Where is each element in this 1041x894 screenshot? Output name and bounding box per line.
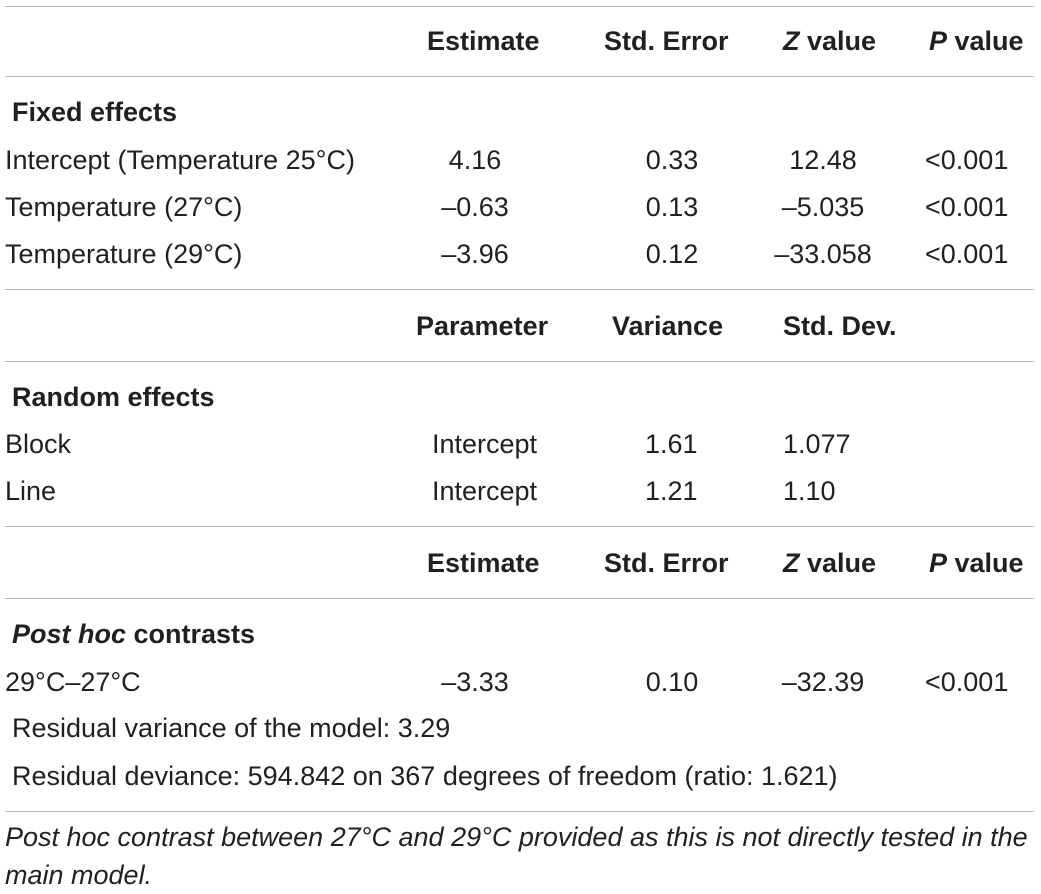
col-header-parameter: Parameter: [416, 311, 549, 341]
fixed-row-1-se: 0.13: [645, 192, 699, 222]
fixed-row-0-label: Intercept (Temperature 25°C): [5, 145, 355, 175]
fixed-row-2-z: –33.058: [774, 239, 872, 269]
fixed-row-0-p: <0.001: [925, 145, 1009, 175]
col-header-variance: Variance: [612, 311, 724, 341]
fixed-row-0-se: 0.33: [645, 145, 699, 175]
posthoc-row-0-label: 29°C–27°C: [5, 667, 141, 697]
col-header-z-value-2: Z value: [783, 547, 876, 579]
rule-bottom: [5, 811, 1034, 812]
fixed-row-1-z: –5.035: [781, 192, 865, 222]
p-italic-2: P: [929, 548, 948, 578]
p-rest: value: [947, 26, 1024, 56]
residual-variance: Residual variance of the model: 3.29: [12, 713, 451, 743]
fixed-row-2-estimate: –3.96: [441, 239, 509, 269]
z-rest: value: [799, 26, 877, 56]
residual-deviance: Residual deviance: 594.842 on 367 degree…: [12, 761, 838, 791]
post-hoc-italic: Post hoc: [12, 619, 127, 649]
random-row-0-parameter: Intercept: [432, 429, 538, 459]
random-row-0-variance: 1.61: [645, 429, 698, 459]
random-row-0-std-dev: 1.077: [783, 429, 851, 459]
rule-random-end: [5, 526, 1034, 527]
p-rest-2: value: [947, 548, 1024, 578]
rule-header1: [5, 76, 1034, 77]
section-fixed-effects: Fixed effects: [12, 97, 178, 127]
col-header-estimate-2: Estimate: [427, 548, 540, 578]
post-hoc-rest: contrasts: [126, 619, 256, 649]
footnote: Post hoc contrast between 27°C and 29°C …: [5, 822, 1028, 890]
col-header-std-dev: Std. Dev.: [783, 311, 897, 341]
posthoc-row-0-se: 0.10: [645, 667, 699, 697]
fixed-row-0-z: 12.48: [789, 145, 857, 175]
col-header-p-value-2: P value: [929, 547, 1024, 579]
rule-top: [5, 6, 1034, 7]
random-row-1-variance: 1.21: [645, 476, 698, 506]
col-header-std-error-2: Std. Error: [604, 548, 729, 578]
section-post-hoc: Post hoc contrasts: [12, 618, 255, 650]
random-row-0-label: Block: [5, 429, 72, 459]
rule-header3: [5, 598, 1034, 599]
fixed-row-0-estimate: 4.16: [448, 145, 502, 175]
z-italic: Z: [783, 26, 800, 56]
rule-fixed-end: [5, 289, 1034, 290]
fixed-row-2-label: Temperature (29°C): [5, 239, 243, 269]
fixed-row-1-p: <0.001: [925, 192, 1009, 222]
z-italic-2: Z: [783, 548, 800, 578]
random-row-1-label: Line: [5, 476, 57, 506]
random-row-1-std-dev: 1.10: [783, 476, 836, 506]
fixed-row-1-label: Temperature (27°C): [5, 192, 243, 222]
rule-header2: [5, 361, 1034, 362]
p-italic: P: [929, 26, 948, 56]
posthoc-row-0-estimate: –3.33: [441, 667, 509, 697]
z-rest-2: value: [799, 548, 877, 578]
fixed-row-2-se: 0.12: [645, 239, 699, 269]
section-random-effects: Random effects: [12, 382, 215, 412]
fixed-row-2-p: <0.001: [925, 239, 1009, 269]
fixed-row-1-estimate: –0.63: [441, 192, 509, 222]
col-header-estimate: Estimate: [427, 26, 540, 56]
posthoc-row-0-p: <0.001: [925, 667, 1009, 697]
col-header-z-value: Z value: [783, 25, 876, 57]
col-header-std-error: Std. Error: [604, 26, 729, 56]
random-row-1-parameter: Intercept: [432, 476, 538, 506]
col-header-p-value: P value: [929, 25, 1024, 57]
posthoc-row-0-z: –32.39: [781, 667, 865, 697]
